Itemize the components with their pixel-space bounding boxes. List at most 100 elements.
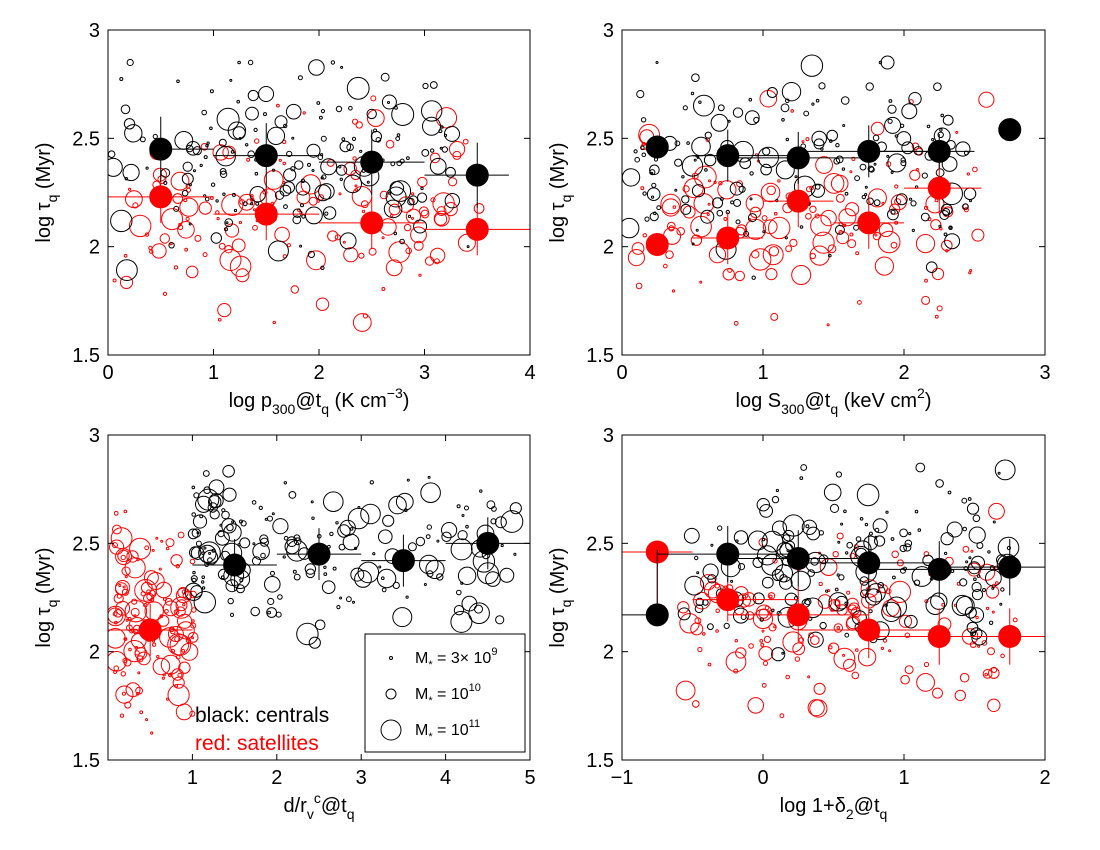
satellite-point xyxy=(683,178,704,199)
central-point xyxy=(976,574,981,578)
central-point xyxy=(971,589,984,601)
central-point xyxy=(395,492,414,511)
central-point xyxy=(163,180,168,185)
satellite-point xyxy=(252,224,258,231)
satellite-point xyxy=(175,564,180,569)
satellite-point xyxy=(768,623,777,632)
satellite-median-point xyxy=(645,233,669,256)
central-point xyxy=(252,542,256,546)
satellite-point xyxy=(155,536,159,540)
central-point xyxy=(321,580,336,595)
central-point xyxy=(332,566,337,571)
satellite-point xyxy=(894,184,899,189)
satellite-point xyxy=(473,203,485,214)
satellite-point xyxy=(125,618,129,622)
central-point xyxy=(690,91,695,96)
central-point xyxy=(696,571,700,575)
central-point xyxy=(649,164,660,176)
satellite-point xyxy=(881,201,885,205)
central-point xyxy=(913,579,921,586)
central-point xyxy=(391,103,415,126)
satellite-point xyxy=(693,591,711,610)
axes-frame xyxy=(107,434,531,761)
central-point xyxy=(908,92,922,106)
satellite-point xyxy=(627,249,646,267)
satellite-point xyxy=(745,611,755,620)
satellite-point xyxy=(405,247,413,255)
central-median-point xyxy=(716,144,740,168)
satellite-point xyxy=(167,633,190,656)
satellite-point xyxy=(113,665,119,672)
satellite-median-errorbar xyxy=(319,196,425,249)
satellite-point xyxy=(768,610,773,615)
central-point xyxy=(230,150,235,154)
central-point xyxy=(944,551,948,556)
central-median-point xyxy=(998,555,1022,579)
central-point xyxy=(966,502,980,515)
central-point xyxy=(346,143,354,151)
satellite-point xyxy=(767,592,776,600)
satellite-point xyxy=(202,252,208,258)
satellite-median-errorbar xyxy=(692,212,763,264)
satellite-point xyxy=(119,713,125,718)
central-point xyxy=(405,595,409,599)
satellite-point xyxy=(761,629,765,633)
central-point xyxy=(856,483,880,507)
central-point xyxy=(800,464,808,471)
central-point xyxy=(803,110,810,117)
central-point xyxy=(323,491,344,513)
central-point xyxy=(863,535,878,551)
central-point xyxy=(426,524,432,530)
central-point xyxy=(457,530,468,541)
satellite-point xyxy=(988,667,1000,679)
satellite-point xyxy=(807,675,811,679)
central-point xyxy=(204,196,210,202)
central-point xyxy=(441,531,452,542)
central-point xyxy=(933,82,942,91)
central-point xyxy=(239,537,251,549)
satellite-point xyxy=(677,601,690,614)
satellite-point xyxy=(842,653,846,657)
satellite-point xyxy=(851,156,856,161)
central-point xyxy=(310,500,314,504)
satellite-point xyxy=(809,252,816,260)
satellite-point xyxy=(417,176,428,188)
central-point xyxy=(892,575,896,580)
central-point xyxy=(681,175,685,179)
satellite-point xyxy=(690,622,704,636)
satellite-median-errorbar xyxy=(763,175,834,228)
satellite-point xyxy=(749,206,762,219)
central-point xyxy=(407,214,412,218)
central-point xyxy=(201,109,207,116)
central-point xyxy=(818,82,826,90)
satellite-median-errorbar xyxy=(833,196,904,249)
satellite-point xyxy=(690,234,703,246)
satellite-point xyxy=(832,551,839,558)
central-point xyxy=(904,539,913,548)
satellite-point xyxy=(162,291,168,296)
satellite-point xyxy=(777,179,781,183)
central-point xyxy=(267,610,272,615)
central-point xyxy=(744,110,760,125)
satellite-point xyxy=(745,194,764,213)
central-point xyxy=(843,509,847,514)
central-point xyxy=(247,150,255,158)
satellite-median-point xyxy=(716,226,740,250)
satellite-point xyxy=(817,594,833,609)
central-point xyxy=(942,208,951,216)
central-point xyxy=(622,168,641,187)
central-point xyxy=(910,200,917,207)
satellite-point xyxy=(253,208,256,212)
satellite-point xyxy=(170,596,193,619)
central-point xyxy=(120,104,131,115)
central-point xyxy=(460,581,464,585)
x-tick-label: 2 xyxy=(898,362,909,384)
central-point xyxy=(421,149,430,157)
y-axis-label: log τq​ (Myr) xyxy=(33,547,60,647)
central-point xyxy=(192,570,196,575)
central-point xyxy=(233,208,238,213)
satellite-point xyxy=(921,295,931,305)
central-point xyxy=(320,176,324,180)
satellite-point xyxy=(250,194,254,198)
satellite-median-point xyxy=(716,588,740,612)
